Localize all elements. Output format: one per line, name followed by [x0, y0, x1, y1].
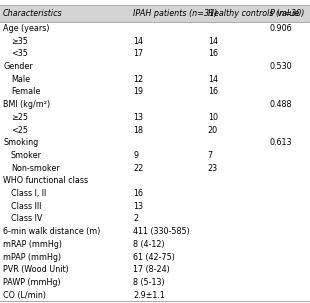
Text: 2: 2 — [133, 215, 139, 223]
Text: Gender: Gender — [3, 62, 33, 71]
Text: Class IV: Class IV — [11, 215, 42, 223]
Text: IPAH patients (n=31): IPAH patients (n=31) — [133, 9, 218, 18]
Text: 8 (4-12): 8 (4-12) — [133, 240, 165, 249]
Text: Age (years): Age (years) — [3, 24, 50, 33]
Text: Male: Male — [11, 75, 30, 84]
Text: 14: 14 — [208, 75, 218, 84]
Text: mRAP (mmHg): mRAP (mmHg) — [3, 240, 62, 249]
Text: CO (L/min): CO (L/min) — [3, 291, 46, 300]
Text: 0.613: 0.613 — [270, 138, 292, 147]
Text: PAWP (mmHg): PAWP (mmHg) — [3, 278, 61, 287]
Text: 22: 22 — [133, 164, 144, 173]
Text: 2.9±1.1: 2.9±1.1 — [133, 291, 165, 300]
Text: mPAP (mmHg): mPAP (mmHg) — [3, 252, 61, 261]
Text: Smoker: Smoker — [11, 151, 42, 160]
Text: 17 (8-24): 17 (8-24) — [133, 265, 170, 274]
Text: 8 (5-13): 8 (5-13) — [133, 278, 165, 287]
Text: ≥25: ≥25 — [11, 113, 28, 122]
Text: 0.530: 0.530 — [270, 62, 292, 71]
Text: 23: 23 — [208, 164, 218, 173]
Text: <35: <35 — [11, 49, 28, 58]
Text: <25: <25 — [11, 125, 28, 135]
Bar — [0, 5, 310, 22]
Text: 6-min walk distance (m): 6-min walk distance (m) — [3, 227, 100, 236]
Text: Class I, II: Class I, II — [11, 189, 46, 198]
Text: 20: 20 — [208, 125, 218, 135]
Text: 0.488: 0.488 — [270, 100, 292, 109]
Text: Non-smoker: Non-smoker — [11, 164, 60, 173]
Text: 14: 14 — [133, 37, 143, 46]
Text: 61 (42-75): 61 (42-75) — [133, 252, 175, 261]
Text: 18: 18 — [133, 125, 143, 135]
Text: 14: 14 — [208, 37, 218, 46]
Text: Female: Female — [11, 88, 40, 96]
Text: Healthy controls (n=30): Healthy controls (n=30) — [208, 9, 304, 18]
Text: 16: 16 — [208, 88, 218, 96]
Text: ≥35: ≥35 — [11, 37, 28, 46]
Text: 16: 16 — [208, 49, 218, 58]
Text: 0.906: 0.906 — [270, 24, 292, 33]
Text: PVR (Wood Unit): PVR (Wood Unit) — [3, 265, 69, 274]
Text: 12: 12 — [133, 75, 144, 84]
Text: 16: 16 — [133, 189, 143, 198]
Text: BMI (kg/m²): BMI (kg/m²) — [3, 100, 50, 109]
Text: Class III: Class III — [11, 202, 41, 211]
Text: 13: 13 — [133, 113, 143, 122]
Text: 9: 9 — [133, 151, 139, 160]
Text: Smoking: Smoking — [3, 138, 38, 147]
Text: P value: P value — [270, 9, 299, 18]
Text: 17: 17 — [133, 49, 144, 58]
Text: 19: 19 — [133, 88, 144, 96]
Text: 10: 10 — [208, 113, 218, 122]
Text: Characteristics: Characteristics — [3, 9, 63, 18]
Text: 411 (330-585): 411 (330-585) — [133, 227, 190, 236]
Text: WHO functional class: WHO functional class — [3, 176, 88, 185]
Text: 13: 13 — [133, 202, 143, 211]
Text: 7: 7 — [208, 151, 213, 160]
